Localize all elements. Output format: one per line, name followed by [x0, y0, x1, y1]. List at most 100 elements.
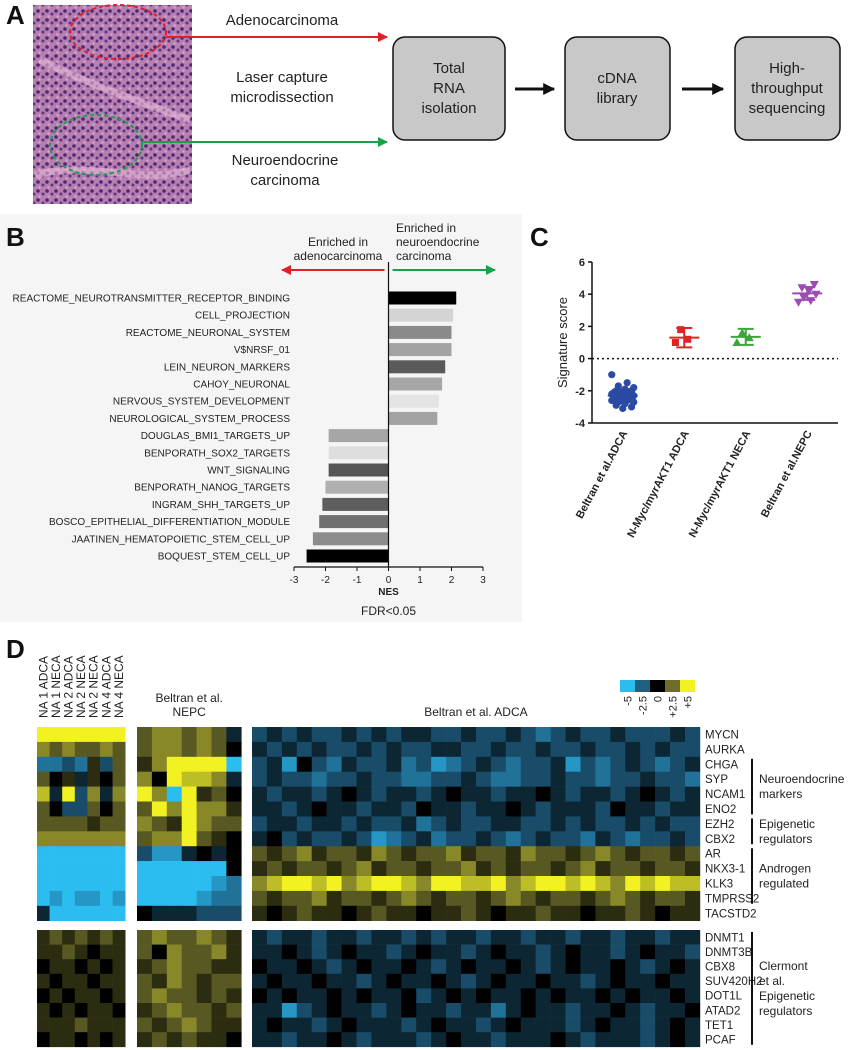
bar — [328, 463, 389, 477]
heatmap-cell — [640, 771, 656, 787]
heatmap-cell — [684, 905, 701, 921]
heatmap-cell — [461, 801, 477, 817]
heatmap-cell — [296, 1032, 313, 1048]
heatmap-cell — [112, 944, 126, 960]
heatmap-cell — [565, 1032, 581, 1048]
heatmap-cell — [625, 861, 641, 877]
heatmap-cell — [520, 988, 536, 1004]
heatmap-cell — [431, 973, 447, 989]
heatmap-cell — [341, 890, 357, 907]
heatmap-cell — [211, 801, 227, 817]
heatmap-cell — [580, 801, 596, 817]
heatmap-cell — [371, 727, 387, 743]
heatmap-cell — [505, 988, 522, 1004]
group-label: markers — [759, 787, 802, 801]
heatmap-cell — [181, 846, 197, 862]
heatmap-cell — [87, 988, 101, 1004]
gene-label: MYCN — [705, 729, 739, 741]
heatmap-cell — [625, 816, 641, 832]
heatmap-cell — [326, 846, 342, 862]
heatmap-cell — [401, 861, 417, 877]
heatmap-cell — [226, 973, 242, 989]
heatmap-cell — [490, 1032, 507, 1048]
heatmap-cell — [625, 756, 641, 772]
heatmap-cell — [326, 973, 342, 989]
gene-set-label: BENPORATH_NANOG_TARGETS — [134, 483, 290, 494]
gene-set-label: CAHOY_NEURONAL — [193, 380, 290, 391]
heatmap-cell — [655, 973, 671, 989]
block-title: Beltran et al. — [155, 691, 222, 705]
heatmap-cell — [296, 801, 313, 817]
heatmap-cell — [356, 756, 372, 772]
heatmap-cell — [550, 973, 566, 989]
heatmap-cell — [87, 801, 101, 817]
heatmap-cell — [401, 801, 417, 817]
heatmap-cell — [670, 905, 686, 921]
heatmap-cell — [610, 1003, 626, 1018]
heatmap-cell — [49, 816, 63, 832]
heatmap-cell — [386, 944, 402, 960]
point — [608, 371, 616, 379]
heatmap-cell — [550, 741, 566, 758]
heatmap-cell — [296, 816, 313, 832]
heatmap-cell — [625, 944, 641, 960]
heatmap-cell — [87, 861, 101, 877]
heatmap-cell — [371, 944, 387, 960]
heatmap-cell — [684, 831, 701, 847]
heatmap-cell — [62, 741, 76, 758]
heatmap-cell — [610, 973, 626, 989]
heatmap-cell — [475, 876, 492, 892]
heatmap-cell — [640, 831, 656, 847]
heatmap-cell — [640, 905, 656, 921]
x-tick-label: N-Myc/myrAKT1 NECA — [687, 429, 754, 540]
heatmap-cell — [386, 1032, 402, 1048]
y-tick-label: 6 — [579, 257, 585, 269]
heatmap-cell — [371, 1003, 387, 1018]
heatmap-cell — [266, 876, 283, 892]
heatmap-cell — [640, 890, 656, 907]
heatmap-cell — [356, 890, 372, 907]
heatmap-cell — [371, 973, 387, 989]
heatmap-cell — [196, 959, 212, 975]
heatmap-cell — [296, 876, 313, 892]
heatmap-cell — [446, 876, 462, 892]
heatmap-cell — [87, 771, 101, 787]
heatmap-cell — [446, 959, 462, 975]
heatmap-cell — [550, 771, 566, 787]
heatmap-cell — [625, 771, 641, 787]
heatmap-cell — [595, 876, 611, 892]
point — [809, 281, 819, 290]
heatmap-cell — [281, 988, 298, 1004]
heatmap-cell — [252, 786, 268, 802]
heatmap-cell — [655, 727, 671, 743]
heatmap-cell — [595, 1003, 611, 1018]
heatmap-cell — [520, 801, 536, 817]
heatmap-cell — [520, 846, 536, 862]
heatmap-cell — [640, 876, 656, 892]
heatmap-cell — [326, 786, 342, 802]
heatmap-cell — [475, 930, 492, 945]
heatmap-cell — [37, 905, 50, 921]
point — [612, 401, 620, 409]
heatmap-cell — [580, 741, 596, 758]
x-tick-label: -1 — [353, 575, 362, 586]
bar — [319, 515, 389, 529]
heatmap-cell — [341, 801, 357, 817]
column-label: NA 2 NECA — [87, 655, 101, 718]
heatmap-cell — [431, 1017, 447, 1033]
heatmap-cell — [266, 816, 283, 832]
heatmap-cell — [37, 1032, 50, 1048]
heatmap-cell — [252, 756, 268, 772]
heatmap-cell — [401, 959, 417, 975]
heatmap-cell — [166, 861, 182, 877]
heatmap-cell — [181, 756, 197, 772]
heatmap-cell — [416, 876, 432, 892]
heatmap-cell — [87, 846, 101, 862]
heatmap-cell — [356, 801, 372, 817]
heatmap-cell — [151, 846, 168, 862]
heatmap-cell — [266, 1003, 283, 1018]
column-label: NA 1 NECA — [49, 655, 63, 718]
region-label: Neuroendocrine — [232, 152, 339, 169]
heatmap-cell — [520, 876, 536, 892]
heatmap-cell — [311, 756, 327, 772]
